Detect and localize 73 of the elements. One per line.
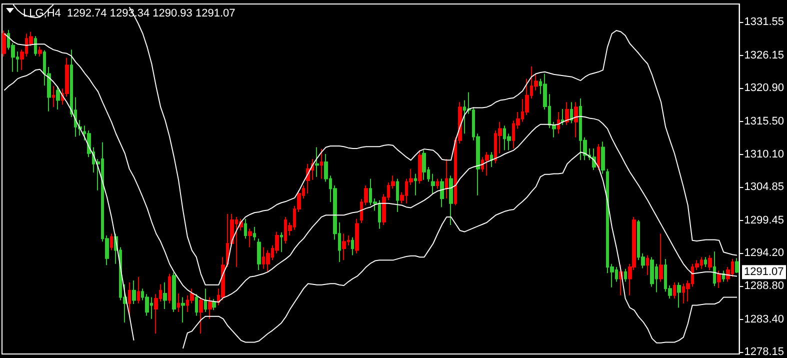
candlestick — [717, 270, 721, 288]
candlestick — [195, 294, 198, 316]
y-tick-label: 1326.15 — [744, 50, 784, 62]
y-tick-label: 1315.50 — [744, 115, 784, 128]
candlestick — [351, 236, 354, 256]
y-tick-label: 1278.15 — [744, 346, 784, 358]
candlestick — [110, 233, 113, 251]
y-tick-label: 1304.85 — [744, 181, 784, 194]
candlestick — [342, 233, 346, 261]
candlestick — [132, 280, 136, 304]
candlestick — [2, 30, 6, 57]
candlestick — [422, 150, 426, 180]
candlestick — [601, 141, 605, 174]
candlestick — [414, 173, 417, 196]
y-tick-label: 1331.55 — [744, 16, 784, 28]
candlestick — [624, 268, 627, 282]
candlestick — [34, 36, 37, 56]
candlestick — [440, 178, 444, 208]
candlestick — [52, 86, 55, 108]
candlestick — [704, 256, 707, 268]
candlestick — [713, 251, 716, 287]
candlestick — [436, 178, 439, 190]
candlestick — [355, 218, 359, 254]
annotation: 1291.07 — [744, 266, 784, 278]
candlestick — [172, 272, 176, 313]
candlestick — [646, 254, 649, 276]
candlestick — [485, 152, 489, 176]
candlestick — [212, 298, 216, 311]
candlestick — [257, 238, 261, 271]
candlestick — [708, 254, 712, 271]
candlestick — [181, 296, 185, 324]
candlestick — [574, 102, 578, 138]
candlestick — [597, 144, 600, 171]
candlestick — [137, 276, 140, 304]
candlestick — [565, 102, 569, 126]
y-tick-label: 1320.90 — [744, 82, 784, 94]
candlestick — [177, 293, 180, 313]
candlestick — [244, 218, 247, 240]
candlestick — [315, 146, 319, 178]
candlestick — [280, 232, 283, 253]
candlestick — [735, 258, 739, 274]
candlestick — [490, 152, 493, 168]
candlestick — [445, 158, 448, 199]
candlestick — [38, 46, 42, 57]
candlestick — [208, 296, 212, 320]
y-tick-label: 1283.40 — [744, 313, 784, 326]
candlestick — [204, 288, 207, 313]
candlestick — [248, 228, 252, 248]
candlestick — [266, 250, 270, 272]
candlestick — [396, 178, 399, 213]
candlestick — [449, 175, 453, 226]
candlestick — [557, 112, 560, 134]
candlestick — [56, 86, 60, 110]
candlestick — [378, 200, 381, 230]
candlestick — [431, 173, 435, 194]
candlestick — [418, 150, 422, 184]
y-tick-label: 1294.20 — [744, 246, 784, 259]
candlestick — [561, 108, 564, 126]
candlestick — [552, 121, 556, 138]
y-tick-label: 1299.45 — [744, 214, 784, 226]
candlestick — [163, 282, 167, 310]
candlestick — [570, 102, 573, 124]
candlestick — [677, 282, 681, 308]
candlestick — [128, 282, 131, 316]
candlestick — [659, 233, 663, 282]
y-tick-label: 1310.10 — [744, 148, 784, 161]
candlestick — [199, 296, 203, 334]
candlestick — [673, 282, 676, 299]
candlestick — [221, 256, 225, 301]
candlestick — [168, 273, 171, 304]
y-tick-label: 1288.80 — [744, 280, 784, 292]
candlestick — [253, 226, 256, 241]
candlestick — [320, 148, 323, 180]
